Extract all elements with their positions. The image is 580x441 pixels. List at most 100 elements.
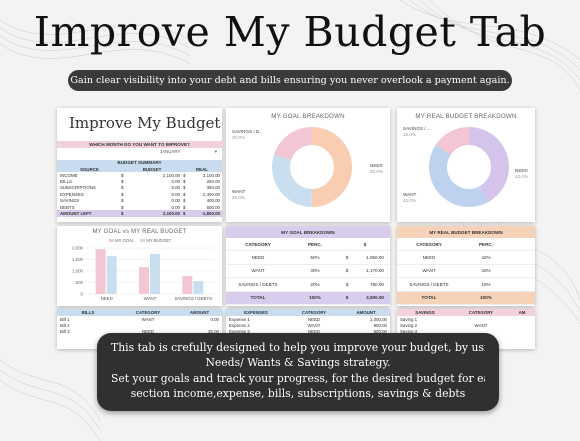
row-budget: 2,100.00 [162, 172, 180, 178]
cell-name: Bill 1 [60, 316, 70, 322]
real-donut-chart [429, 127, 509, 207]
col-header: $ [363, 241, 367, 247]
bar-budget [150, 253, 160, 294]
donut-pct: 42.0% [515, 174, 529, 179]
currency: $ [121, 191, 124, 197]
cell-amount: 600.00 [373, 329, 387, 335]
month-select[interactable]: JANUARY ▾ [160, 148, 220, 155]
goal-donut-panel: MY GOAL BREAKDOWN SAVINGS / D... 20.0% N… [226, 108, 390, 222]
cell-perc: 100% [309, 295, 321, 301]
donut-label: NEED [370, 163, 383, 168]
table-row: BILLS $0.00 $250.00 [57, 178, 222, 184]
page-title: Improve My Budget Tab [33, 8, 547, 56]
y-tick-label: 1,000 [72, 269, 84, 274]
summary-header: REAL [196, 166, 208, 172]
cell-amount: 3,900.00 [366, 295, 384, 301]
currency: $ [121, 185, 124, 191]
table-row: NEED 42% [397, 251, 535, 265]
col-header: AMOUNT [189, 310, 210, 315]
row-budget: 0.00 [171, 179, 180, 185]
col-header: PERC. [307, 241, 323, 247]
x-category-label: WANT [144, 296, 157, 301]
legend-item: MY BUDGET [140, 238, 171, 243]
goal-donut-chart [272, 127, 352, 207]
summary-header: BUDGET [142, 166, 162, 172]
description-line: This tab is crefully designed to help yo… [111, 341, 485, 354]
total-row: TOTAL 100% $3,900.00 [226, 291, 390, 305]
table-row[interactable]: Expense 3 NEED 600.00 [226, 329, 390, 335]
summary-rows: INCOME $2,100.00 $2,100.00 BILLS $0.00 $250.… [57, 172, 222, 217]
currency: $ [121, 211, 124, 217]
cell-amount: 1,950.00 [366, 254, 384, 260]
currency: $ [183, 172, 186, 178]
currency: $ [183, 191, 186, 197]
legend-item: MY GOAL [109, 238, 134, 243]
amount-left-budget: 2,100.00 [162, 211, 180, 217]
cell-category: SAVINGS / DEBTS [238, 281, 278, 287]
cell-amount: 1,000.00 [369, 316, 387, 322]
cell-category: SAVINGS / DEBTS [409, 281, 449, 287]
real-breakdown-table: MY REAL BUDGET BREAKDOWN CATEGORY PERC. … [397, 226, 535, 306]
row-source: EXPENSES [60, 191, 84, 197]
row-source: SUBSCRIPTIONS [60, 185, 96, 191]
donut-label: NEED [515, 168, 528, 173]
col-header: CATEGORY [135, 310, 161, 315]
row-source: INCOME [60, 172, 78, 178]
cell-perc: 15% [481, 281, 491, 287]
cell-currency: $ [345, 254, 349, 260]
sheet-title: Improve My Budget [69, 114, 221, 132]
x-category-label: NEED [101, 296, 113, 301]
cell-name: Expense 3 [229, 329, 250, 335]
donut-pct: 15.0% [403, 132, 417, 137]
table-row[interactable]: Saving 2 WANT [397, 322, 535, 328]
table-header-row: SAVINGS CATEGORY AM [397, 309, 535, 316]
donut-pct: 30.0% [232, 195, 246, 200]
cell-category: NEED [141, 329, 155, 335]
real-donut-panel: MY REAL BUDGET BREAKDOWN SAVINGS / ... 1… [397, 108, 535, 222]
cell-name: Bill 3 [60, 329, 70, 335]
month-question: WHICH MONTH DO YOU WANT TO IMPROVE? [57, 141, 222, 148]
table-header-row: EXPENSES CATEGORY AMOUNT [226, 309, 390, 316]
cell-category: WANT [251, 268, 265, 274]
cell-category: TOTAL [250, 295, 266, 301]
legend-swatch-budget [140, 239, 146, 242]
bar-goal [139, 267, 149, 294]
donut-segment-savings [429, 127, 509, 207]
cell-name: Bill 2 [60, 323, 70, 329]
y-tick-label: 0 [81, 292, 84, 297]
table-row[interactable]: Bill 3 NEED 30.00 [57, 329, 222, 335]
bar-chart: 2,000 1,500 1,000 500 0 NEED WANT SAVINGS / DEB… [72, 246, 215, 301]
table-row[interactable]: Bill 1 WANT 0.00 [57, 316, 222, 322]
amount-left-real: -1,800.00 [201, 211, 220, 217]
row-budget: 0.00 [171, 185, 180, 191]
donut-label: SAVINGS / ... [403, 126, 431, 131]
cell-name: Saving 2 [400, 323, 418, 329]
table-row: DEBTS $0.00 $500.00 [57, 204, 222, 210]
goal-table-title: MY GOAL BREAKDOWN [226, 226, 390, 238]
table-row[interactable]: Expense 1 NEED 1,000.00 [226, 316, 390, 322]
table-header-row: BILLS CATEGORY AMOUNT [57, 309, 222, 316]
description-line: Set your goals and track your progress, … [111, 371, 485, 385]
table-row[interactable]: Saving 3 [397, 329, 535, 335]
cell-category: WANT [307, 323, 321, 329]
table-row[interactable]: Saving 1 [397, 316, 535, 322]
y-tick-label: 500 [76, 280, 84, 285]
real-table-title: MY REAL BUDGET BREAKDOWN [397, 226, 535, 238]
table-row[interactable]: Expense 2 WANT 800.00 [226, 322, 390, 328]
row-real: 350.00 [206, 185, 220, 191]
goal-vs-real-chart-panel: MY GOAL vs MY REAL BUDGET MY GOAL MY BUD… [57, 226, 222, 306]
table-header-row: CATEGORY PERC. [397, 238, 535, 251]
table-row[interactable]: Bill 2 [57, 322, 222, 328]
col-header: CATEGORY [301, 310, 327, 315]
cell-name: Expense 2 [229, 323, 250, 329]
row-real: 400.00 [206, 198, 220, 204]
donut-segment-want [429, 127, 509, 207]
cell-perc: 100% [480, 295, 492, 301]
cell-currency: $ [345, 295, 349, 301]
month-value: JANUARY [160, 149, 181, 154]
cell-perc: 42% [481, 254, 491, 260]
chevron-down-icon: ▾ [214, 149, 217, 154]
cell-currency: $ [345, 281, 349, 287]
table-row: INCOME $2,100.00 $2,100.00 [57, 172, 222, 178]
currency: $ [183, 204, 186, 210]
